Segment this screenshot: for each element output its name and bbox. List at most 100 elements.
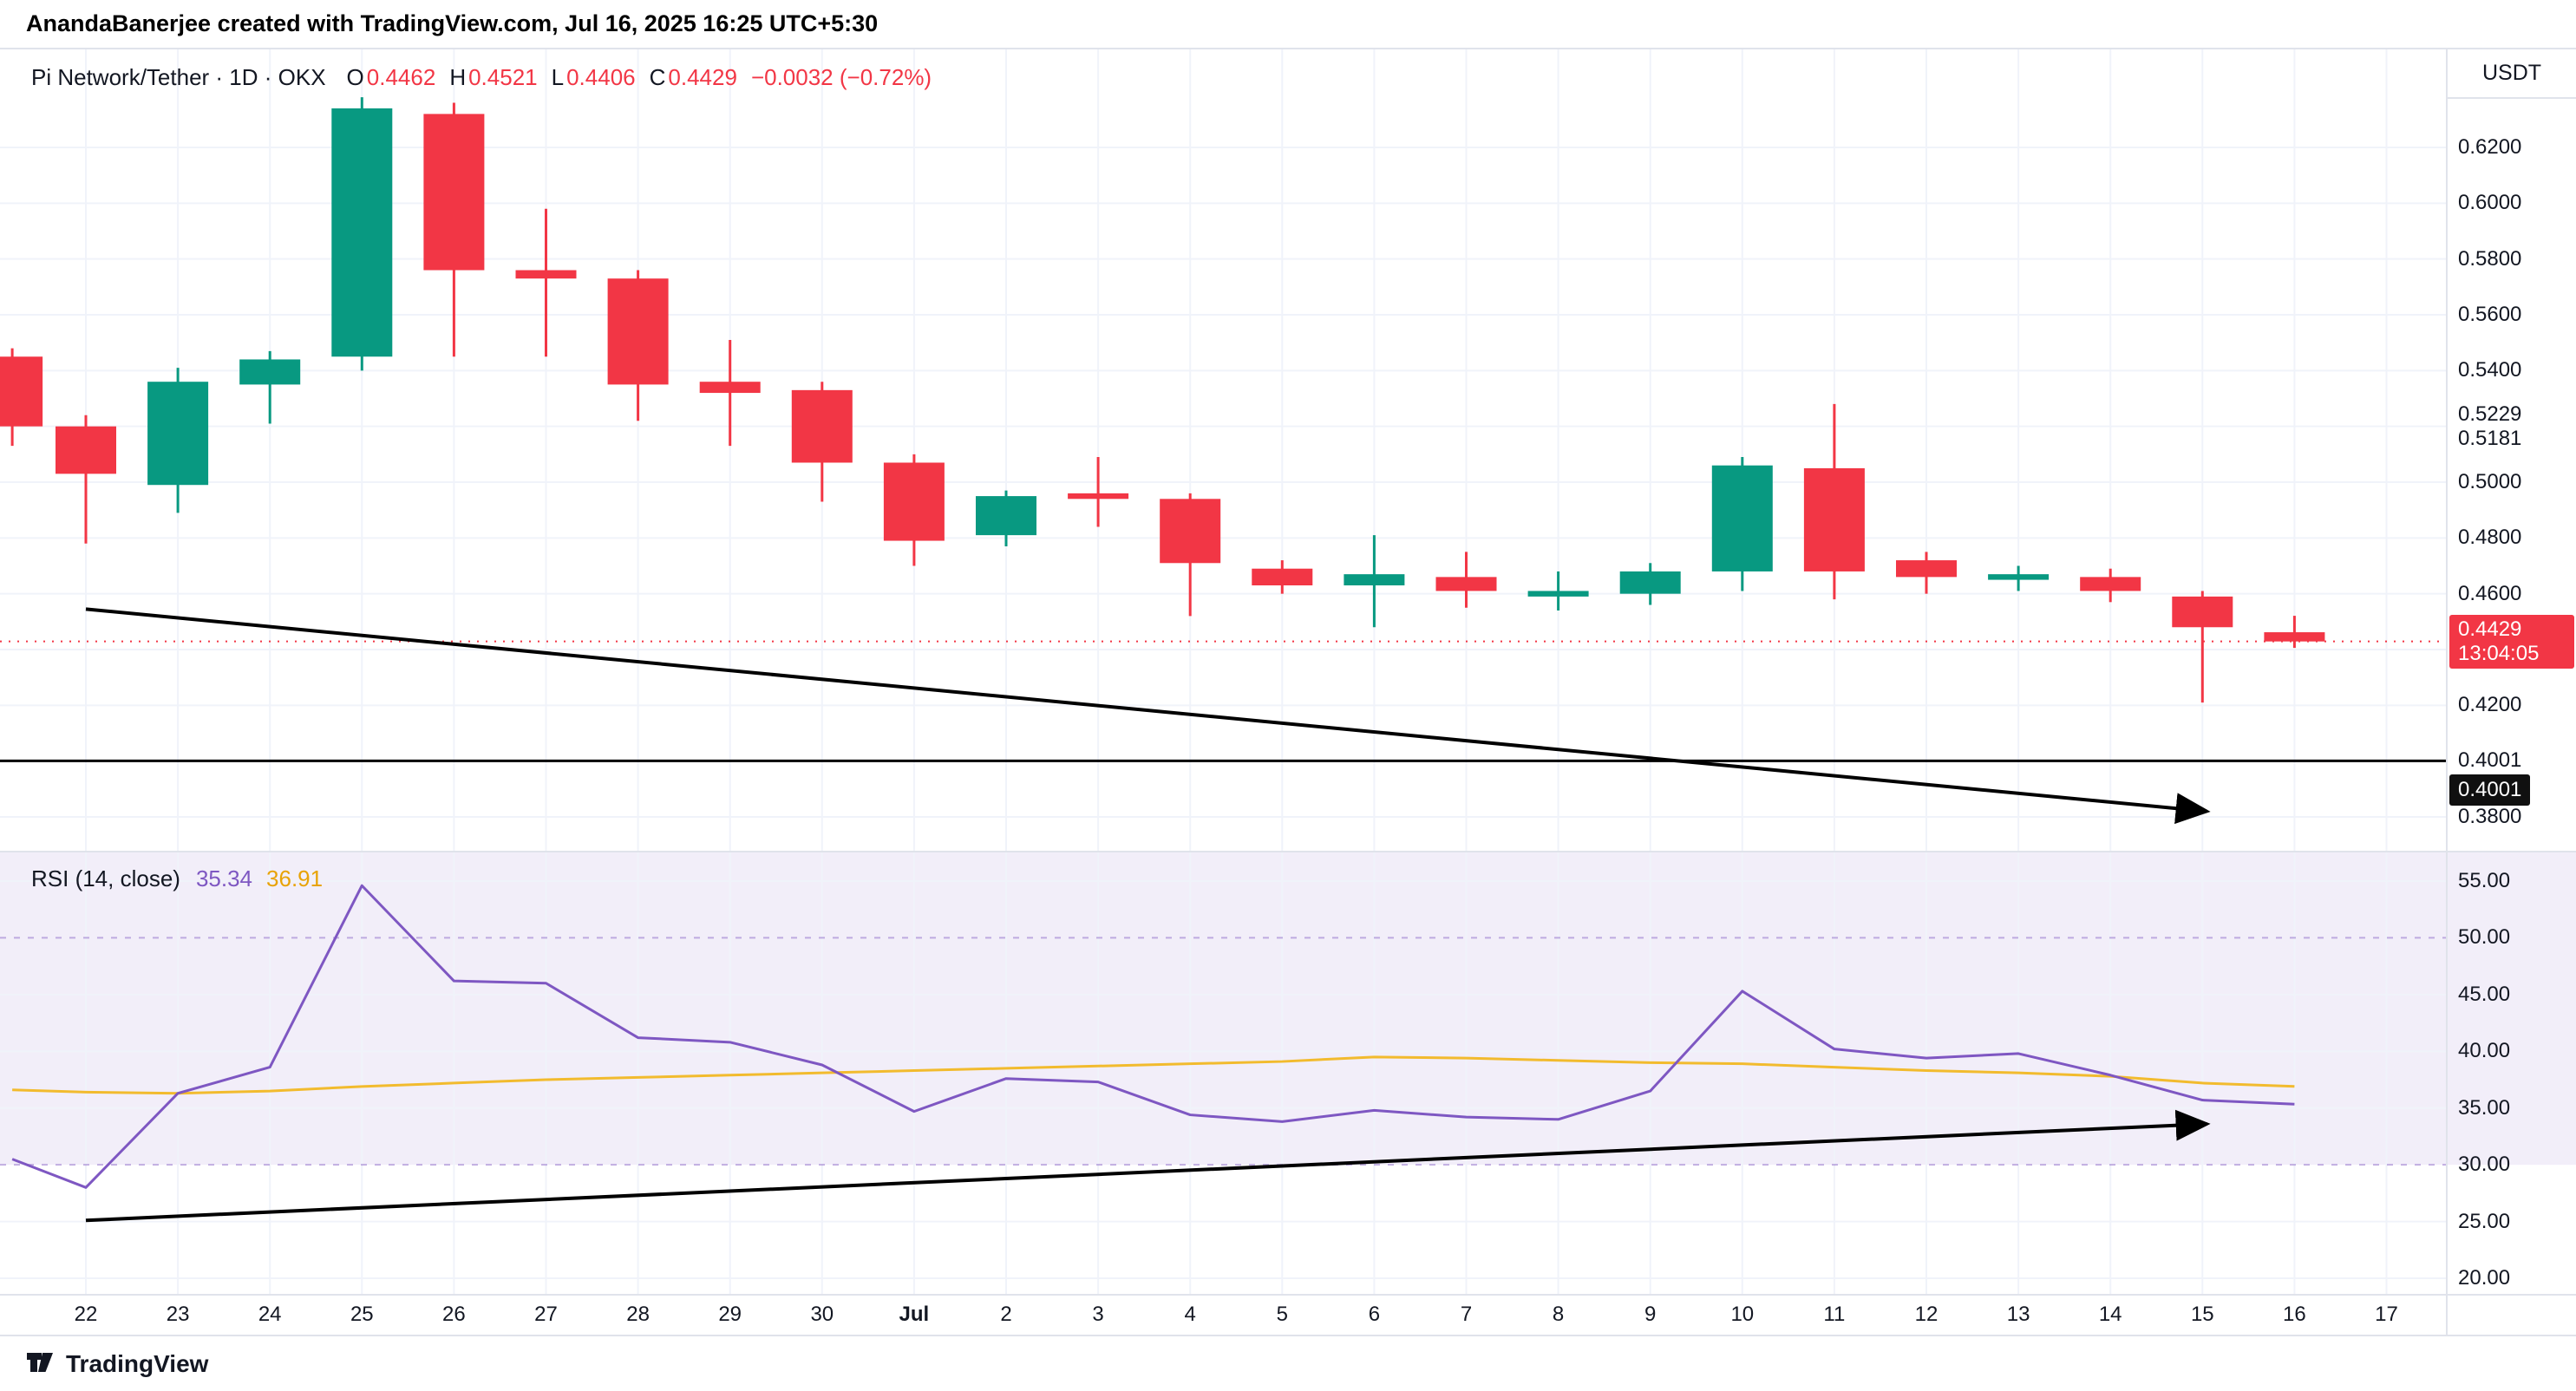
time-tick-label: 15: [2190, 1303, 2214, 1326]
candle-body: [0, 356, 43, 427]
price-tick-label: 0.3800: [2458, 805, 2522, 828]
candle-body: [239, 359, 301, 385]
candle-body: [2080, 577, 2141, 591]
rsi-tick-label: 25.00: [2458, 1209, 2511, 1233]
time-tick-label: 23: [166, 1303, 190, 1326]
footer: TradingView: [24, 1346, 208, 1381]
bar-close-countdown: 13:04:05: [2458, 641, 2540, 665]
candle-body: [1803, 467, 1865, 571]
rsi-trendline[interactable]: [85, 1109, 2211, 1223]
time-tick-label: 8: [1552, 1303, 1565, 1326]
candle-body: [1988, 574, 2050, 580]
time-tick-label: 7: [1460, 1303, 1473, 1326]
candle-body: [791, 389, 853, 463]
candle-body: [423, 114, 485, 271]
price-axis[interactable]: USDT 0.6200 0.6000 0.5800 0.5600 0.5400 0.500…: [2448, 0, 2576, 1335]
candle-body: [1527, 591, 1589, 597]
candle-body: [607, 278, 669, 385]
rsi-tick-label: 20.00: [2458, 1266, 2511, 1290]
time-tick-label: 10: [1730, 1303, 1755, 1326]
candle-body: [1435, 577, 1497, 591]
time-tick-label: 29: [718, 1303, 742, 1326]
time-tick-label: 14: [2098, 1303, 2122, 1326]
ohlc-low-label: L: [551, 64, 565, 90]
candle-body: [1252, 568, 1313, 586]
rsi-ma-line: [12, 1055, 2295, 1095]
price-tick-label: 0.5400: [2458, 358, 2522, 382]
time-tick-label: 11: [1823, 1303, 1846, 1326]
price-tick-label: 0.6000: [2458, 191, 2522, 215]
ohlc-open-value: 0.4462: [366, 64, 436, 90]
time-tick-label: 16: [2283, 1303, 2306, 1326]
ohlc-low-value: 0.4406: [566, 64, 636, 90]
rsi-tick-label: 35.00: [2458, 1095, 2511, 1120]
axis-special-label-2: 0.5181: [2458, 426, 2522, 450]
tradingview-logo-icon[interactable]: [24, 1346, 56, 1381]
price-tick-label: 0.5800: [2458, 246, 2522, 271]
rsi-legend[interactable]: RSI (14, close) 35.34 36.91: [31, 865, 323, 892]
time-tick-label: 30: [810, 1303, 834, 1326]
time-tick-label: 2: [1000, 1303, 1012, 1326]
ohlc-open-label: O: [346, 64, 364, 90]
rsi-tick-label: 40.00: [2458, 1039, 2511, 1063]
candle-body: [1896, 560, 1957, 578]
price-trendline[interactable]: [85, 607, 2211, 825]
candle-body: [56, 426, 116, 474]
time-tick-label: 17: [2375, 1303, 2398, 1326]
rsi-tick-label: 55.00: [2458, 869, 2511, 892]
price-tick-label: 0.4800: [2458, 526, 2522, 550]
candle-body: [1160, 499, 1221, 564]
time-tick-label: 12: [1914, 1303, 1939, 1326]
time-tick-label: 24: [258, 1303, 282, 1326]
currency-label: USDT: [2448, 49, 2576, 99]
ohlc-change: −0.0032 (−0.72%): [750, 64, 932, 90]
ohlc-high-label: H: [449, 64, 467, 90]
candle-body: [2264, 632, 2325, 642]
time-tick-label: 22: [74, 1303, 98, 1326]
time-tick-label: 28: [626, 1303, 650, 1326]
candle-body: [1711, 465, 1773, 571]
time-tick-label: 6: [1368, 1303, 1381, 1326]
candle-body: [1068, 493, 1129, 500]
time-tick-label: 26: [442, 1303, 466, 1326]
rsi-tick-label: 50.00: [2458, 925, 2511, 950]
tradingview-brand[interactable]: TradingView: [66, 1349, 209, 1377]
candle-body: [1619, 571, 1681, 594]
candle-body: [515, 270, 577, 279]
time-tick-label: 25: [350, 1303, 374, 1326]
current-price-badge: 0.4429 13:04:05: [2449, 614, 2574, 669]
level-price-label: 0.4001: [2458, 748, 2522, 773]
time-tick-label: 4: [1184, 1303, 1196, 1326]
time-tick-label: 27: [534, 1303, 558, 1326]
candle-body: [2172, 596, 2233, 628]
candle-body: [699, 382, 761, 394]
level-price-badge: 0.4001: [2449, 774, 2531, 807]
ohlc-close-value: 0.4429: [668, 64, 737, 90]
rsi-value: 35.34: [195, 865, 253, 891]
header-bar: AnandaBanerjee created with TradingView.…: [0, 0, 2576, 49]
price-tick-label: 0.5600: [2458, 303, 2522, 326]
ohlc-close-label: C: [649, 64, 666, 90]
symbol-title: Pi Network/Tether · 1D · OKX: [31, 64, 326, 90]
symbol-legend[interactable]: Pi Network/Tether · 1D · OKX O 0.4462 H …: [31, 64, 932, 91]
header-title: AnandaBanerjee created with TradingView.…: [26, 10, 879, 36]
candle-body: [883, 462, 945, 541]
rsi-ma-value: 36.91: [266, 865, 324, 891]
price-tick-label: 0.4600: [2458, 581, 2522, 605]
candle-body: [147, 382, 209, 486]
price-tick-label: 0.4200: [2458, 693, 2522, 717]
time-tick-label: 9: [1644, 1303, 1657, 1326]
rsi-band-fill: [0, 852, 2576, 1166]
candle-body: [1344, 574, 1405, 586]
candle-body: [976, 496, 1036, 536]
rsi-title: RSI (14, close): [31, 865, 180, 891]
time-tick-label: 5: [1276, 1303, 1288, 1326]
ohlc-high-value: 0.4521: [468, 64, 538, 90]
rsi-tick-label: 45.00: [2458, 982, 2511, 1006]
rsi-line: [11, 884, 2295, 1189]
rsi-tick-label: 30.00: [2458, 1153, 2511, 1177]
time-tick-label: 13: [2006, 1303, 2030, 1326]
candle-body: [331, 108, 393, 357]
